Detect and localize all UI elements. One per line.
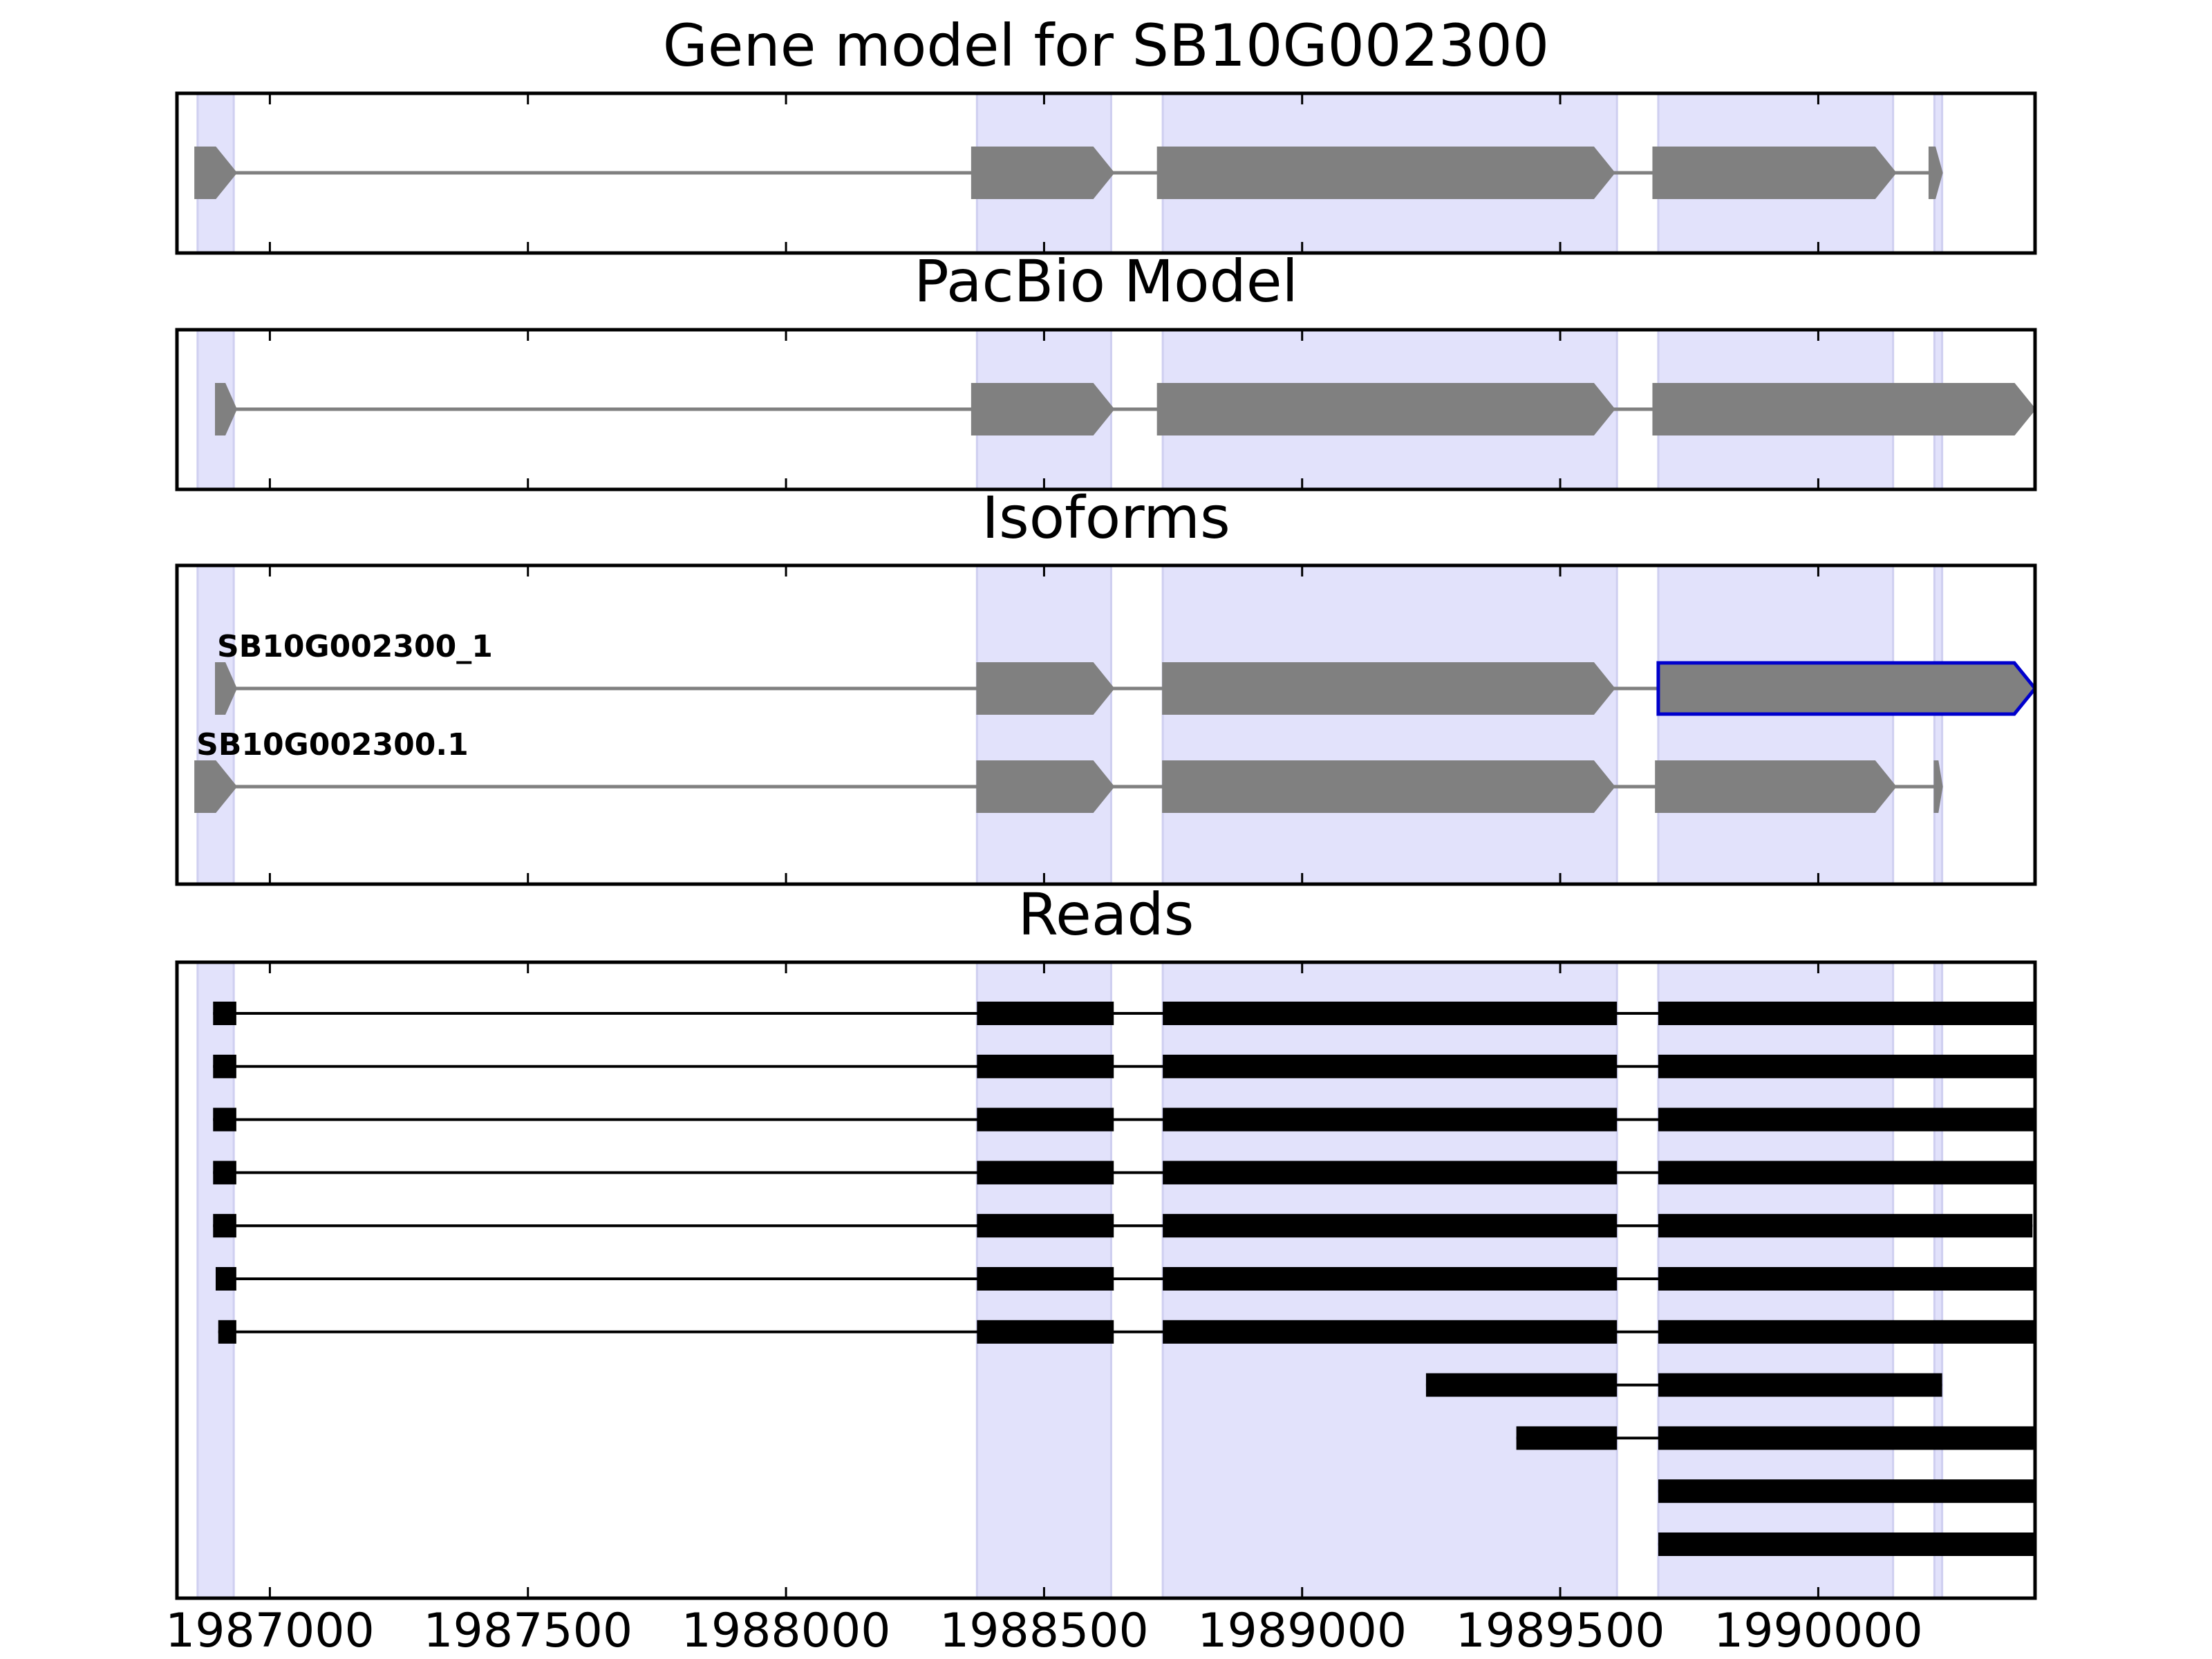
read-block xyxy=(1516,1426,1618,1450)
read-block xyxy=(977,1320,1114,1344)
exon-arrow xyxy=(1652,383,2035,435)
panel-frame xyxy=(175,91,2037,255)
exon-highlight-band xyxy=(1657,565,1895,884)
isoform-label: SB10G002300_1 xyxy=(217,629,493,664)
read-block xyxy=(1658,1320,2035,1344)
exon-arrow-selected xyxy=(1656,661,2035,716)
read-block xyxy=(977,1054,1114,1078)
exon-arrow xyxy=(215,662,237,715)
exon-arrow xyxy=(971,147,1115,199)
panel-title: Reads xyxy=(1018,881,1194,948)
read-block xyxy=(1163,1320,1618,1344)
read-block xyxy=(1658,1479,2035,1503)
read-block xyxy=(977,1107,1114,1132)
read-row xyxy=(216,1267,2035,1291)
read-block xyxy=(213,1054,236,1078)
read-row xyxy=(213,1107,2035,1132)
x-tick-label: 1987000 xyxy=(165,1604,375,1658)
exon-highlight-band xyxy=(1161,565,1618,884)
read-block xyxy=(1658,1054,2035,1078)
panel-content xyxy=(196,962,2035,1598)
read-block xyxy=(1163,1002,1618,1025)
exon-arrow xyxy=(976,662,1115,715)
panel-title: PacBio Model xyxy=(914,247,1298,315)
panel-content xyxy=(194,93,1944,253)
read-block xyxy=(213,1002,236,1025)
x-tick-label: 1989500 xyxy=(1456,1604,1665,1658)
exon-arrow xyxy=(1933,760,1943,813)
panel-frame xyxy=(175,563,2037,886)
exon-arrow xyxy=(1655,760,1897,813)
read-block xyxy=(977,1002,1114,1025)
exon-highlight-band xyxy=(975,565,1112,884)
read-block xyxy=(1163,1214,1618,1238)
gene-track: SB10G002300.1 xyxy=(194,727,1943,813)
isoform-label: SB10G002300.1 xyxy=(196,727,469,762)
read-block xyxy=(1658,1373,1942,1397)
panel-title: Isoforms xyxy=(982,484,1230,552)
exon-arrow xyxy=(215,383,237,435)
panels: Gene model for SB10G002300 PacBio Model Is… xyxy=(165,12,2037,1658)
read-block xyxy=(1658,1533,2035,1556)
exon-arrow xyxy=(976,760,1115,813)
x-tick-label: 1989000 xyxy=(1197,1604,1407,1658)
panel-frame xyxy=(175,328,2037,491)
x-tick-label: 1990000 xyxy=(1714,1604,1923,1658)
exon-arrow xyxy=(1162,760,1615,813)
x-tick-label: 1988500 xyxy=(939,1604,1149,1658)
panel-content xyxy=(196,330,2035,489)
read-block xyxy=(1658,1426,2035,1450)
read-block xyxy=(1163,1267,1618,1291)
exon-arrow xyxy=(1162,662,1615,715)
x-tick-label: 1988000 xyxy=(682,1604,891,1658)
panel-frame xyxy=(175,960,2037,1600)
panel-1: Gene model for SB10G002300 xyxy=(175,12,2037,255)
read-block xyxy=(218,1320,236,1344)
x-tick-label: 1987500 xyxy=(423,1604,632,1658)
panel-2: PacBio Model xyxy=(175,247,2037,491)
read-block xyxy=(1163,1107,1618,1132)
exon-arrow xyxy=(194,760,238,813)
exon-highlight-band xyxy=(196,565,235,884)
read-row xyxy=(213,1002,2035,1025)
read-block xyxy=(1425,1373,1618,1397)
read-block xyxy=(213,1161,236,1185)
read-block xyxy=(977,1267,1114,1291)
read-row xyxy=(213,1214,2033,1238)
read-block xyxy=(216,1267,236,1291)
gene-track: SB10G002300_1 xyxy=(215,629,2035,716)
read-row xyxy=(1658,1479,2035,1503)
read-block xyxy=(1163,1161,1618,1185)
exon-arrow xyxy=(1156,147,1615,199)
gene-track xyxy=(215,383,2035,435)
read-block xyxy=(1658,1267,2035,1291)
exon-arrow xyxy=(1652,147,1897,199)
exon-arrow xyxy=(1156,383,1615,435)
read-block xyxy=(977,1161,1114,1185)
panel-content: SB10G002300_1 SB10G002300.1 xyxy=(194,565,2035,884)
read-block xyxy=(213,1107,236,1132)
exon-arrow xyxy=(194,147,238,199)
read-row xyxy=(213,1054,2035,1078)
read-row xyxy=(1516,1426,2035,1450)
read-block xyxy=(1163,1054,1618,1078)
panel-3: Isoforms SB10G002300_1 SB10G002300.1 xyxy=(175,484,2037,886)
read-block xyxy=(213,1214,236,1238)
panel-4: Reads 1987000 1987500 1988000 1988500 1989000… xyxy=(165,881,2037,1658)
exon-highlight-band xyxy=(1933,565,1944,884)
read-row xyxy=(218,1320,2035,1344)
gene-track xyxy=(194,147,1943,199)
read-block xyxy=(1658,1107,2035,1132)
panel-title: Gene model for SB10G002300 xyxy=(663,12,1549,79)
read-row xyxy=(1658,1533,2035,1556)
read-block xyxy=(977,1214,1114,1238)
read-block xyxy=(1658,1002,2035,1025)
read-block xyxy=(1658,1161,2035,1185)
read-row xyxy=(1425,1373,1942,1397)
exon-arrow xyxy=(1928,147,1943,199)
read-block xyxy=(1658,1214,2033,1238)
exon-arrow xyxy=(971,383,1115,435)
read-row xyxy=(213,1161,2035,1185)
